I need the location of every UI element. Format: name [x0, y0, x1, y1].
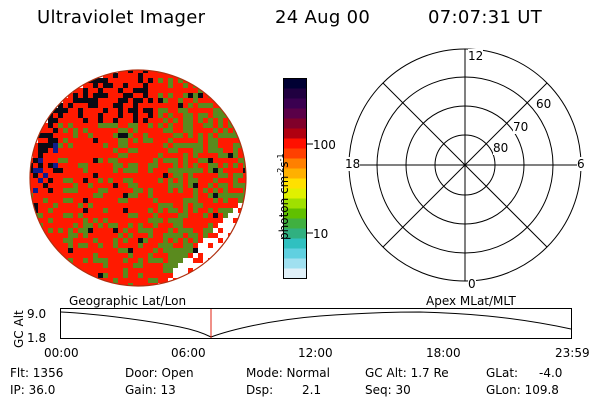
timeline-ymax: 9.0 — [27, 307, 47, 321]
colorbar-band — [283, 268, 307, 279]
glon-value: GLon: 109.8 — [486, 383, 559, 397]
unit-exp1: -2 — [276, 167, 285, 176]
colorbar-band — [283, 198, 307, 209]
ip-value: IP: 36.0 — [10, 383, 56, 397]
xtick-2359: 23:59 — [555, 346, 590, 360]
mlt-label-12: 12 — [468, 49, 484, 63]
mlt-label-6: 6 — [577, 157, 585, 171]
xtick-0000: 00:00 — [44, 346, 79, 360]
colorbar-band — [283, 228, 307, 239]
polar-plot — [348, 48, 582, 282]
auroral-image — [29, 69, 247, 287]
mlt-label-18: 18 — [345, 157, 361, 171]
colorbar-band — [283, 108, 307, 119]
colorbar-band — [283, 218, 307, 229]
timeline-ylabel: GC Alt — [12, 310, 26, 348]
observation-date: 24 Aug 00 — [275, 7, 371, 28]
colorbar-unit-label: photon cm-2s-1 — [276, 153, 291, 240]
xtick-1200: 12:00 — [298, 346, 333, 360]
colorbar-band — [283, 248, 307, 259]
door-status: Door: Open — [125, 366, 194, 380]
colorbar-band — [283, 88, 307, 99]
mlt-label-0: 0 — [468, 277, 476, 291]
colorbar-band — [283, 208, 307, 219]
timeline-left-label: Geographic Lat/Lon — [69, 294, 187, 308]
colorbar-band — [283, 238, 307, 249]
lat-label-60: 60 — [536, 97, 552, 111]
instrument-title: Ultraviolet Imager — [37, 7, 206, 28]
colorbar-band — [283, 118, 307, 129]
colorbar — [283, 78, 313, 279]
altitude-curve — [60, 311, 572, 338]
xtick-0600: 06:00 — [171, 346, 206, 360]
colorbar-band — [283, 258, 307, 269]
seq-value: Seq: 30 — [365, 383, 411, 397]
observation-time: 07:07:31 UT — [428, 7, 543, 28]
unit-photon: photon cm — [277, 175, 291, 240]
colorbar-tick-10: 10 — [313, 227, 329, 241]
dsp-value: 2.1 — [302, 383, 322, 397]
colorbar-band — [283, 138, 307, 149]
colorbar-band — [283, 98, 307, 109]
flight-number: Flt: 1356 — [10, 366, 64, 380]
colorbar-band — [283, 178, 307, 189]
dsp-label: Dsp: — [246, 383, 274, 397]
unit-s: s — [277, 161, 291, 168]
lat-label-70: 70 — [513, 120, 529, 134]
colorbar-band — [283, 148, 307, 159]
gain-value: Gain: 13 — [125, 383, 176, 397]
timeline-plot — [60, 308, 572, 339]
unit-exp2: -1 — [276, 153, 285, 162]
colorbar-band — [283, 78, 307, 89]
lat-label-80: 80 — [493, 141, 509, 155]
xtick-1800: 18:00 — [426, 346, 461, 360]
colorbar-band — [283, 168, 307, 179]
timeline-ymin: 1.8 — [27, 331, 47, 345]
mode-value: Mode: Normal — [246, 366, 330, 380]
colorbar-tick-100: 100 — [313, 138, 336, 152]
glat-value: -4.0 — [539, 366, 563, 380]
glat-label: GLat: — [486, 366, 519, 380]
gc-alt-value: GC Alt: 1.7 Re — [365, 366, 449, 380]
timeline-right-label: Apex MLat/MLT — [426, 294, 516, 308]
colorbar-band — [283, 128, 307, 139]
colorbar-band — [283, 158, 307, 169]
colorbar-band — [283, 188, 307, 199]
